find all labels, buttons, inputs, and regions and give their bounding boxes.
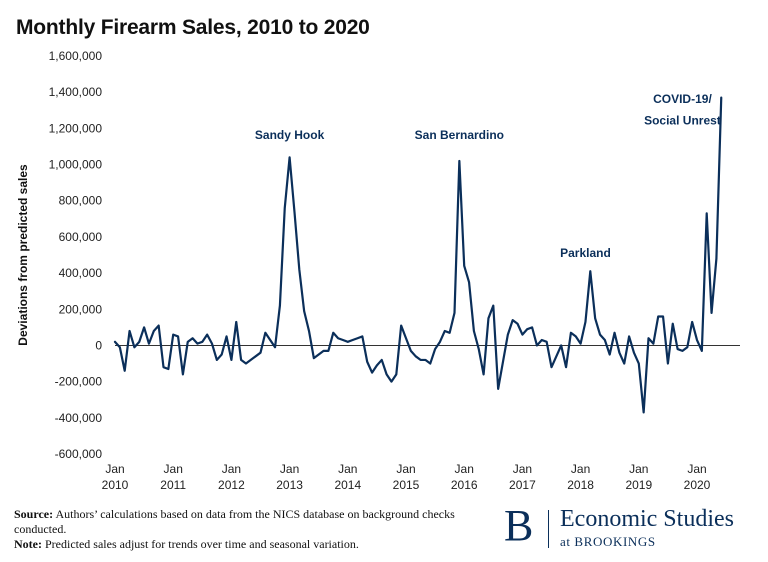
source-note: Source: Authors’ calculations based on d… xyxy=(14,507,484,537)
annotation-label: Social Unrest xyxy=(644,114,721,128)
brookings-logo: B Economic Studies at BROOKINGS xyxy=(504,501,760,552)
x-tick-month: Jan xyxy=(455,462,474,476)
y-tick-label: 1,200,000 xyxy=(49,121,103,135)
logo-name: Economic Studies xyxy=(560,506,734,532)
y-axis-label: Deviations from predicted sales xyxy=(16,164,30,346)
x-tick-month: Jan xyxy=(571,462,590,476)
logo-initial: B xyxy=(504,501,534,550)
logo-divider xyxy=(548,510,549,548)
series-line xyxy=(113,96,723,414)
y-tick-label: 600,000 xyxy=(59,230,103,244)
x-tick-month: Jan xyxy=(222,462,241,476)
annotation-label: Parkland xyxy=(560,246,611,260)
x-tick-month: Jan xyxy=(338,462,357,476)
chart-footer: Source: Authors’ calculations based on d… xyxy=(14,507,484,552)
x-tick-month: Jan xyxy=(687,462,706,476)
y-tick-label: 1,000,000 xyxy=(49,158,103,172)
x-axis: Jan 2010 Jan 2011 Jan 2012 Jan 2013 Jan 2014 Jan 20… xyxy=(102,462,711,492)
y-tick-label: 400,000 xyxy=(59,266,103,280)
source-label: Source: xyxy=(14,507,54,521)
x-tick-month: Jan xyxy=(280,462,299,476)
x-tick-year: 2012 xyxy=(218,478,245,492)
x-tick-month: Jan xyxy=(513,462,532,476)
series-group xyxy=(113,96,723,414)
x-tick-year: 2013 xyxy=(276,478,303,492)
annotations: Sandy Hook San Bernardino Parkland COVID-19… xyxy=(255,92,721,260)
y-tick-label: -600,000 xyxy=(55,447,103,461)
y-tick-label: 1,400,000 xyxy=(49,85,103,99)
adjustment-note: Note: Predicted sales adjust for trends … xyxy=(14,537,484,552)
x-tick-year: 2020 xyxy=(684,478,711,492)
x-tick-year: 2018 xyxy=(567,478,594,492)
y-axis: -600,000 -400,000 -200,000 0 200,000 400,000 6… xyxy=(49,49,103,461)
x-tick-year: 2015 xyxy=(393,478,420,492)
y-tick-label: 800,000 xyxy=(59,194,103,208)
x-tick-year: 2019 xyxy=(625,478,652,492)
x-tick-year: 2011 xyxy=(160,478,186,492)
annotation-label: Sandy Hook xyxy=(255,128,325,142)
x-tick-month: Jan xyxy=(396,462,415,476)
y-tick-label: -400,000 xyxy=(55,411,103,425)
annotation-label: San Bernardino xyxy=(415,128,504,142)
y-tick-label: 200,000 xyxy=(59,302,103,316)
chart-title: Monthly Firearm Sales, 2010 to 2020 xyxy=(16,16,370,39)
y-tick-label: 0 xyxy=(95,338,102,352)
x-tick-month: Jan xyxy=(164,462,183,476)
x-tick-month: Jan xyxy=(629,462,648,476)
note-text: Predicted sales adjust for trends over t… xyxy=(44,537,359,551)
x-tick-year: 2017 xyxy=(509,478,536,492)
annotation-label: COVID-19/ xyxy=(653,92,712,106)
x-tick-month: Jan xyxy=(105,462,124,476)
note-label: Note: xyxy=(14,537,42,551)
y-tick-label: 1,600,000 xyxy=(49,49,103,63)
x-tick-year: 2010 xyxy=(102,478,129,492)
x-tick-year: 2016 xyxy=(451,478,478,492)
x-tick-year: 2014 xyxy=(334,478,361,492)
y-tick-label: -200,000 xyxy=(55,375,103,389)
source-text: Authors’ calculations based on data from… xyxy=(14,507,455,536)
line-chart: -600,000 -400,000 -200,000 0 200,000 400,000 6… xyxy=(16,49,740,492)
logo-subtitle: at BROOKINGS xyxy=(560,534,656,549)
